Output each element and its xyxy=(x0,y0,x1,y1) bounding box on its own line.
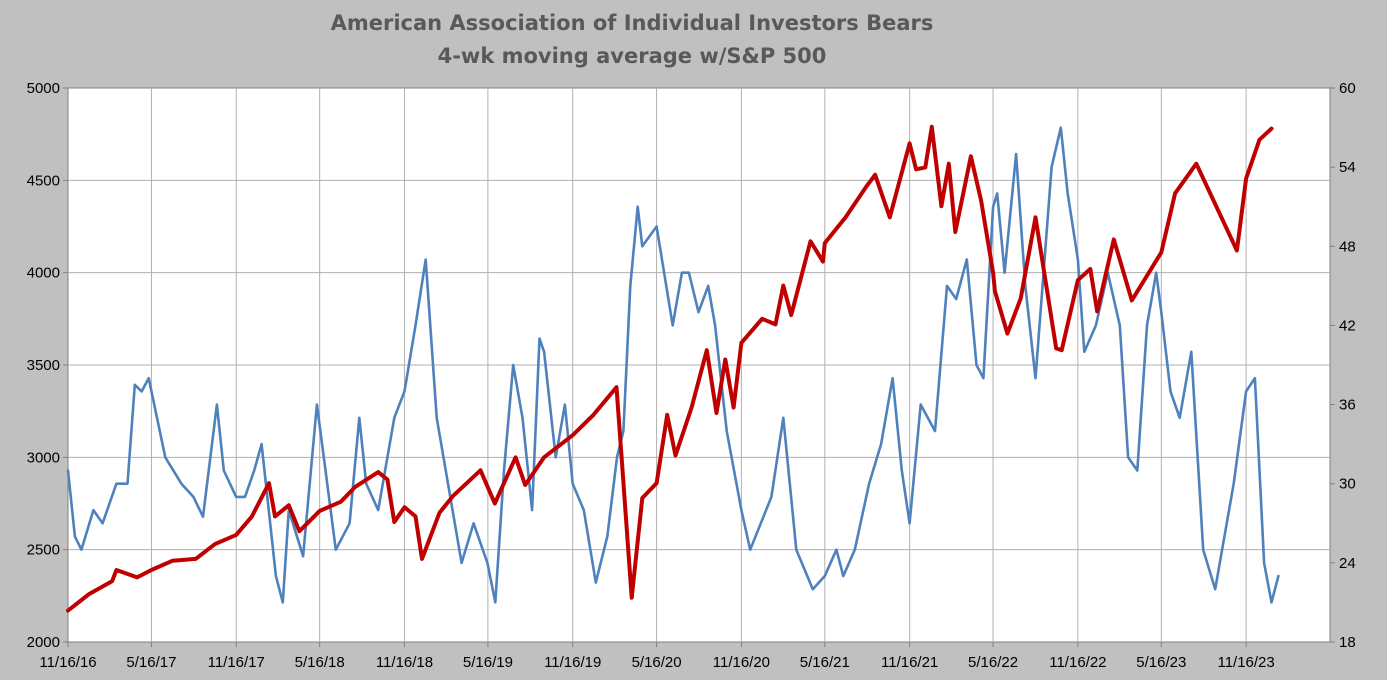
x-tick-label: 11/16/20 xyxy=(713,654,770,671)
series-lines xyxy=(66,124,1280,613)
x-tick-label: 11/16/17 xyxy=(208,654,265,671)
x-tick-label: 11/16/16 xyxy=(39,654,96,671)
x-tick-label: 11/16/19 xyxy=(544,654,601,671)
y-right-tick-label: 18 xyxy=(1339,634,1356,651)
x-tick-label: 5/16/22 xyxy=(968,654,1018,671)
y-left-tick-label: 5000 xyxy=(27,80,60,97)
y-left-tick-label: 4000 xyxy=(27,265,60,282)
y-right-tick-label: 30 xyxy=(1339,476,1356,493)
x-tick-label: 11/16/23 xyxy=(1217,654,1274,671)
chart-subtitle: 4-wk moving average w/S&P 500 xyxy=(438,44,827,68)
y-right-tick-label: 48 xyxy=(1339,238,1356,255)
series-line-right-axis xyxy=(66,126,1280,604)
y-left-tick-label: 3500 xyxy=(27,357,60,374)
axes: 2000 2500 3000 3500 4000 4500 5000 18 24 30 36 42 48… xyxy=(27,80,1356,671)
chart-title: American Association of Individual Inves… xyxy=(331,11,934,35)
y-right-tick-label: 36 xyxy=(1339,397,1356,414)
y-left-tick-label: 3000 xyxy=(27,449,60,466)
x-tick-label: 5/16/17 xyxy=(126,654,176,671)
y-left-tick-label: 2000 xyxy=(27,634,60,651)
x-tick-label: 11/16/18 xyxy=(376,654,433,671)
y-right-tick-label: 54 xyxy=(1339,159,1356,176)
x-tick-label: 11/16/21 xyxy=(881,654,938,671)
y-right-tick-label: 60 xyxy=(1339,80,1356,97)
y-left-tick-label: 2500 xyxy=(27,542,60,559)
x-tick-label: 5/16/20 xyxy=(632,654,682,671)
x-tick-label: 5/16/23 xyxy=(1136,654,1186,671)
x-tick-label: 5/16/18 xyxy=(295,654,345,671)
y-right-tick-label: 24 xyxy=(1339,555,1356,572)
grid-lines xyxy=(68,88,1330,642)
x-tick-label: 11/16/22 xyxy=(1049,654,1106,671)
y-right-tick-label: 42 xyxy=(1339,317,1356,334)
x-tick-label: 5/16/19 xyxy=(463,654,513,671)
x-tick-label: 5/16/21 xyxy=(800,654,850,671)
y-left-tick-label: 4500 xyxy=(27,172,60,189)
series-line-left-axis xyxy=(66,124,1274,613)
